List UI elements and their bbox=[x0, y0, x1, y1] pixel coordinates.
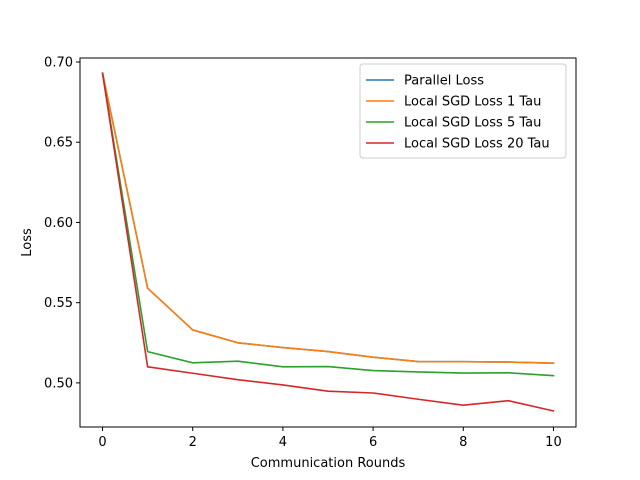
series-line-3 bbox=[101, 72, 555, 377]
y-tick-label: 0.50 bbox=[44, 376, 73, 391]
y-axis-label: Loss bbox=[20, 228, 35, 257]
x-tick-label: 6 bbox=[369, 435, 377, 450]
x-tick-label: 4 bbox=[279, 435, 287, 450]
y-axis-ticks: 0.50 0.55 0.60 0.65 0.70 bbox=[44, 56, 80, 391]
series-line-2 bbox=[101, 72, 555, 364]
y-tick-label: 0.60 bbox=[44, 216, 73, 231]
legend-label: Local SGD Loss 20 Tau bbox=[404, 137, 550, 152]
x-axis-ticks: 0 2 4 6 8 10 bbox=[98, 427, 562, 450]
plot-lines bbox=[101, 72, 555, 412]
x-tick-label: 2 bbox=[189, 435, 197, 450]
x-tick-label: 0 bbox=[98, 435, 106, 450]
x-tick-label: 10 bbox=[545, 435, 562, 450]
series-line-4 bbox=[101, 72, 555, 412]
legend-label: Parallel Loss bbox=[404, 74, 484, 89]
x-axis-label: Communication Rounds bbox=[251, 456, 406, 471]
y-tick-label: 0.65 bbox=[44, 136, 73, 151]
legend: Parallel Loss Local SGD Loss 1 Tau Local S… bbox=[359, 63, 567, 159]
legend-label: Local SGD Loss 1 Tau bbox=[404, 95, 541, 110]
legend-frame bbox=[359, 63, 567, 159]
y-tick-label: 0.70 bbox=[44, 56, 73, 71]
legend-label: Local SGD Loss 5 Tau bbox=[404, 116, 541, 131]
x-tick-label: 8 bbox=[459, 435, 467, 450]
y-tick-label: 0.55 bbox=[44, 296, 73, 311]
plot-frame bbox=[79, 57, 577, 428]
